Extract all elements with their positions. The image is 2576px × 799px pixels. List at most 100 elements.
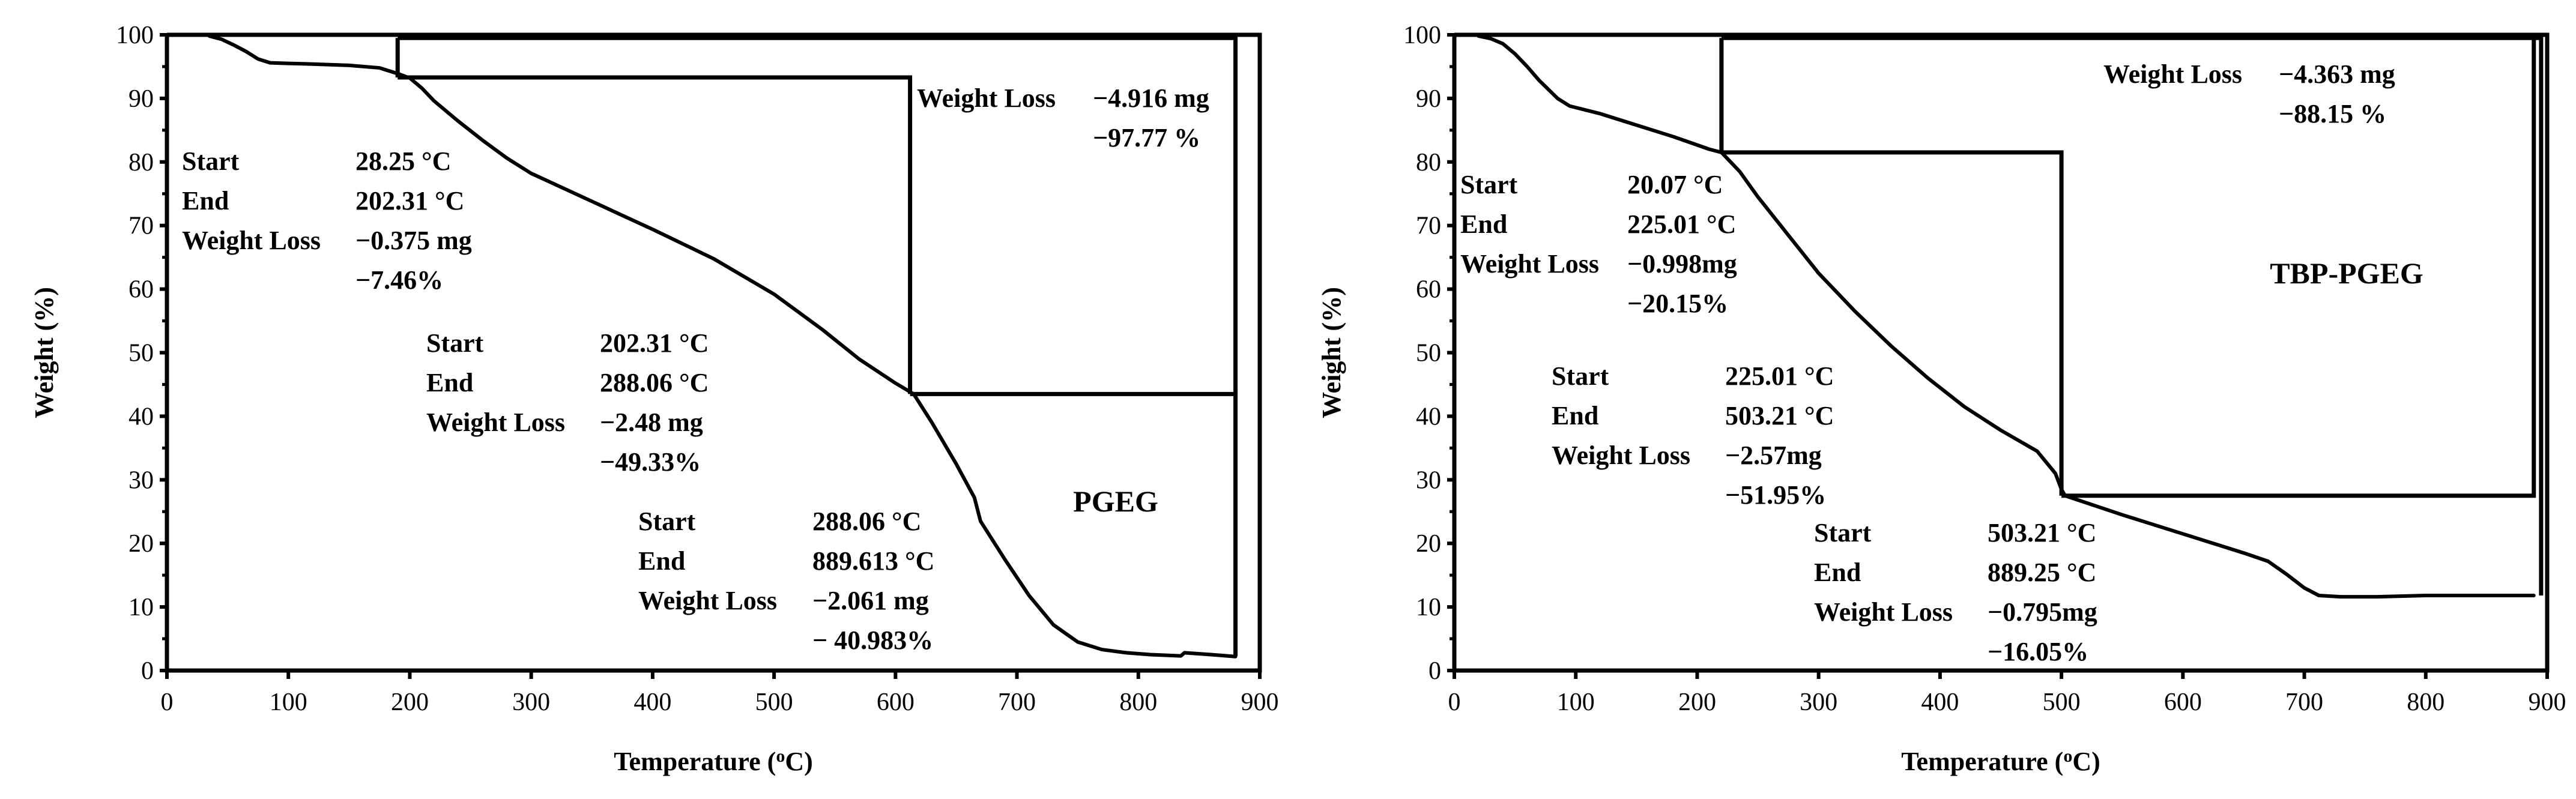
annotation-value: −88.15 % [2279,99,2386,128]
annotation-value: −4.363 mg [2279,59,2395,89]
y-tick-label: 90 [128,85,154,113]
x-tick-label: 100 [1557,689,1595,716]
series-line-tbp-pgeg [1477,34,2536,599]
y-tick-label: 90 [1416,85,1441,113]
annotation-value: 288.06 °C [600,368,709,397]
annotation-label: Weight Loss [2103,59,2242,89]
annotation-block: Start 503.21 °C End 889.25 °C Weight Loss −0.… [1814,518,2097,666]
y-tick-label: 10 [1416,594,1441,621]
annotation-block: Start 288.06 °C End 889.613 °C Weight Loss −2… [638,507,934,655]
annotation-label: Weight Loss [1552,441,1690,470]
y-tick-label: 60 [1416,276,1441,304]
annotation-value: −2.061 mg [812,586,929,615]
y-tick-label: 20 [128,530,154,558]
annotation-value: −16.05% [1988,637,2088,666]
annotation-value: −0.375 mg [355,226,472,255]
y-axis-title: Weight (%) [1317,287,1346,418]
annotation-value: −4.916 mg [1093,83,1209,113]
annotation-label: Weight Loss [638,586,777,615]
step-line [910,391,1238,656]
annotation-value: 889.613 °C [812,546,934,576]
y-tick-label: 70 [128,213,154,240]
x-tick-label: 800 [1119,689,1157,716]
x-tick-label: 0 [161,689,174,716]
annotation-label: End [1814,558,1861,587]
x-tick-label: 500 [2043,689,2081,716]
annotation-value: − 40.983% [812,626,933,655]
x-tick-label: 400 [633,689,671,716]
annotation-value: −2.48 mg [600,408,703,437]
y-tick-label: 100 [116,22,154,49]
annotation-block: Start 225.01 °C End 503.21 °C Weight Loss −2.… [1552,361,1834,510]
annotation-block: Start 20.07 °C End 225.01 °C Weight Loss −0.9… [1460,170,1737,318]
annotation-value: 288.06 °C [812,507,921,536]
step-line [2061,38,2536,498]
x-tick-label: 100 [270,689,307,716]
sample-label: PGEG [1073,484,1158,518]
annotation-label: Start [1460,170,1518,199]
annotation-value: 202.31 °C [600,328,709,358]
y-tick-label: 0 [141,657,154,685]
y-tick-label: 60 [128,276,154,304]
step-line [1721,150,2064,496]
annotation-value: 20.07 °C [1627,170,1723,199]
y-axis-title: Weight (%) [29,287,59,418]
annotation-value: 503.21 °C [1988,518,2096,547]
annotation-label: End [426,368,473,397]
annotation-label: Weight Loss [182,226,321,255]
annotation-label: Start [182,146,240,176]
annotation-block: Start 202.31 °C End 288.06 °C Weight Loss −2.… [426,328,709,477]
y-tick-label: 0 [1429,657,1441,685]
y-tick-label: 80 [1416,149,1441,176]
x-tick-label: 200 [391,689,429,716]
x-tick-label: 600 [2164,689,2202,716]
annotation-value: −7.46% [355,265,443,295]
x-tick-label: 900 [1241,689,1279,716]
annotation-label: Start [1814,518,1872,547]
x-tick-label: 300 [512,689,550,716]
annotation-label: Start [1552,361,1609,391]
annotation-label: Start [426,328,484,358]
annotation-value: −20.15% [1627,289,1728,318]
x-tick-label: 300 [1800,689,1837,716]
annotation-label: Start [638,507,696,536]
y-tick-label: 40 [1416,403,1441,430]
sample-label: TBP-PGEG [2270,256,2423,290]
annotation-block: Weight Loss −4.916 mg −97.77 % [917,83,1209,152]
annotation-label: Weight Loss [1460,249,1599,279]
y-tick-label: 10 [128,594,154,621]
annotation-block: Weight Loss −4.363 mg −88.15 % [2103,59,2395,128]
annotation-value: −51.95% [1725,480,1826,510]
annotation-block: Start 28.25 °C End 202.31 °C Weight Loss −0.3… [182,146,472,295]
annotation-value: −97.77 % [1093,123,1200,152]
y-tick-label: 30 [128,466,154,494]
x-tick-label: 400 [1921,689,1959,716]
series-line-pgeg [207,34,1238,659]
annotation-value: 28.25 °C [355,146,451,176]
x-tick-label: 600 [877,689,915,716]
annotation-value: 889.25 °C [1988,558,2096,587]
x-tick-label: 0 [1448,689,1461,716]
x-tick-label: 200 [1678,689,1716,716]
annotation-label: End [638,546,685,576]
y-tick-label: 70 [1416,213,1441,240]
x-tick-label: 900 [2529,689,2566,716]
x-axis-title: Temperature (oC) [1901,746,2100,776]
annotation-value: 202.31 °C [355,186,464,216]
x-axis-title: Temperature (oC) [614,746,813,776]
step-line [398,35,1238,394]
chart-pgeg: 0 10 20 30 40 50 60 70 80 90 100 0 100 200 300 400 500 60… [29,22,1279,776]
y-tick-label: 80 [128,149,154,176]
annotation-value: −2.57mg [1725,441,1822,470]
step-line [1721,35,2544,596]
annotation-value: −49.33% [600,447,701,477]
annotation-value: 503.21 °C [1725,401,1834,430]
x-tick-label: 700 [998,689,1036,716]
annotation-label: Weight Loss [1814,597,1953,627]
annotation-label: Weight Loss [426,408,565,437]
y-tick-label: 50 [128,340,154,367]
y-tick-label: 100 [1403,22,1441,49]
x-tick-label: 500 [755,689,793,716]
step-line [398,75,913,394]
